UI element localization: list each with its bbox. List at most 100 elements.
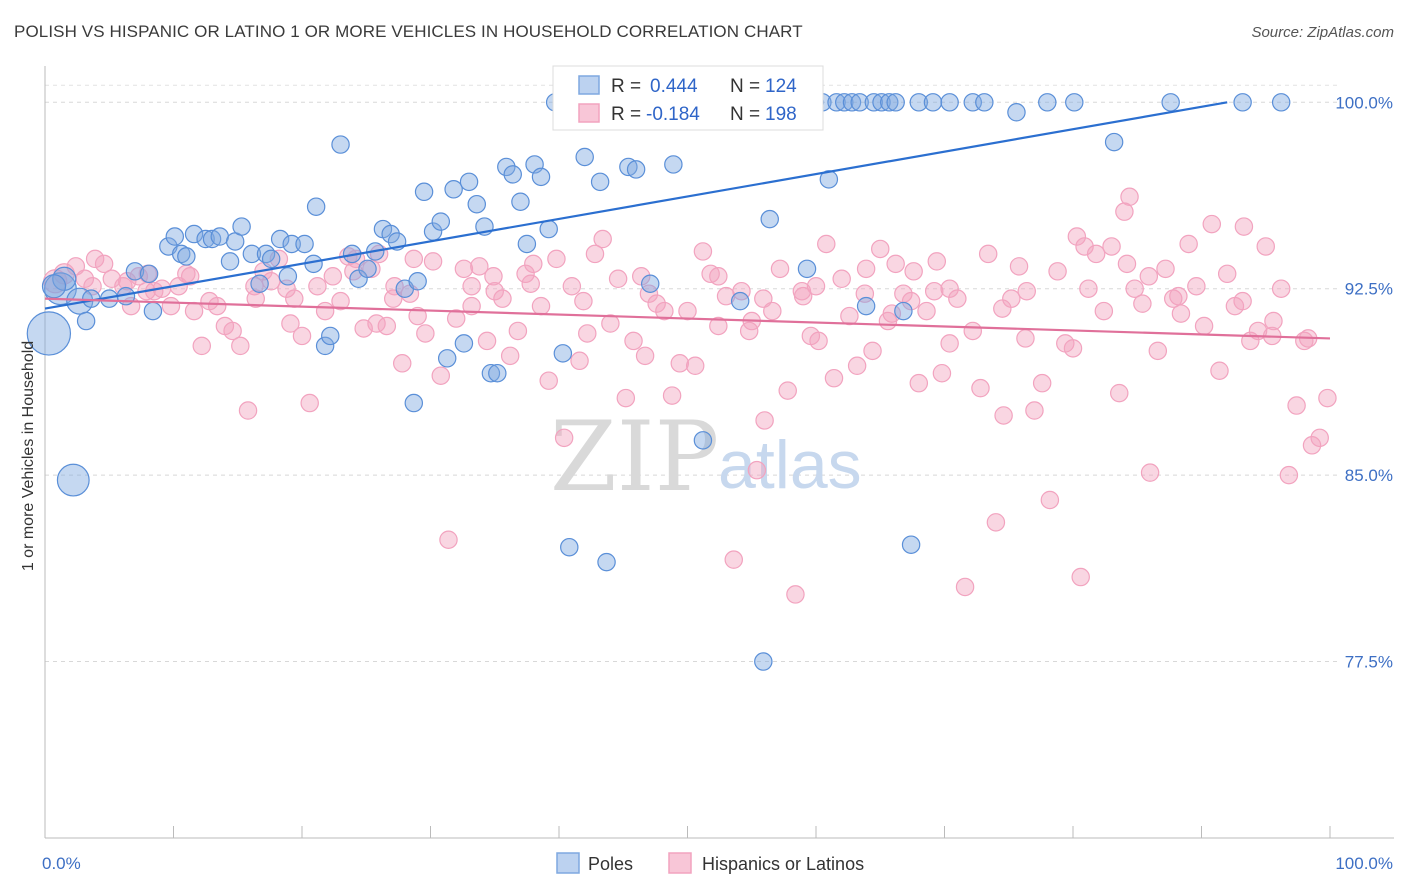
hispanics-point-109 (901, 291, 921, 311)
hispanics-point-49 (439, 530, 458, 549)
hispanics-point-32 (308, 276, 327, 296)
hispanics-point-50 (446, 309, 466, 328)
hispanics-point-140 (1140, 463, 1160, 482)
hispanics-point-99 (824, 368, 844, 388)
poles-point-29 (278, 267, 298, 286)
poles-point-27 (261, 249, 281, 269)
chart-title: POLISH VS HISPANIC OR LATINO 1 OR MORE V… (14, 22, 803, 41)
axes (44, 66, 1394, 839)
bottom-legend: Poles Hispanics or Latinos (556, 852, 864, 874)
hispanics-point-194 (1115, 202, 1134, 221)
poles-point-49 (431, 212, 451, 231)
hispanics-point-19 (207, 296, 227, 316)
hispanics-point-159 (1287, 396, 1306, 415)
poles-point-14 (165, 227, 185, 246)
poles-point-59 (503, 165, 522, 184)
hispanics-point-75 (639, 284, 659, 303)
y-tick-label-0: 100.0% (1335, 93, 1393, 112)
hispanics-point-123 (1009, 257, 1029, 276)
poles-point-125 (1271, 93, 1291, 112)
poles-point-85 (693, 431, 713, 450)
poles-point-1 (56, 463, 90, 497)
trend-lines (44, 101, 1331, 340)
hispanics-point-35 (331, 291, 350, 311)
poles-point-21 (220, 252, 240, 271)
hispanics-bottom-label: Hispanics or Latinos (702, 854, 864, 874)
hispanics-point-118 (971, 378, 990, 398)
tick-labels: 100.0% 92.5% 85.0% 77.5% 0.0% 100.0% (42, 93, 1393, 873)
poles-point-76 (626, 160, 646, 179)
hispanics-point-58 (508, 321, 528, 341)
hispanics-point-63 (547, 249, 566, 269)
hispanics-point-61 (531, 296, 551, 316)
hispanics-point-136 (1110, 383, 1129, 403)
poles-n-value: 124 (765, 76, 797, 97)
poles-point-115 (923, 93, 943, 112)
hispanics-point-132 (1079, 279, 1098, 298)
poles-point-81 (664, 155, 683, 174)
hispanics-point-165 (1139, 267, 1159, 286)
hispanics-n-value: 198 (765, 104, 797, 125)
hispanics-point-172 (882, 304, 902, 323)
hispanics-point-82 (693, 242, 713, 261)
poles-point-63 (531, 167, 551, 187)
hispanics-point-143 (1163, 289, 1183, 308)
hispanics-point-70 (601, 314, 620, 333)
hispanics-point-116 (955, 577, 975, 597)
hispanics-point-105 (871, 239, 890, 259)
poles-bottom-label: Poles (588, 854, 633, 874)
hispanics-point-77 (655, 301, 674, 321)
poles-point-93 (754, 652, 773, 671)
hispanics-point-199 (754, 289, 773, 308)
hispanics-point-22 (231, 336, 250, 356)
hispanics-point-56 (493, 289, 512, 308)
hispanics-point-128 (1048, 262, 1067, 281)
hispanics-point-71 (608, 269, 628, 289)
hispanics-point-121 (994, 406, 1013, 425)
hispanics-point-91 (763, 301, 782, 321)
poles-point-90 (730, 291, 750, 311)
hispanics-point-155 (1256, 237, 1275, 256)
poles-point-103 (827, 93, 846, 112)
hispanics-point-176 (635, 346, 655, 366)
poles-point-105 (842, 93, 862, 112)
poles-point-34 (315, 336, 335, 356)
hispanics-point-72 (616, 388, 636, 408)
hispanics-point-23 (238, 401, 258, 420)
poles-point-5 (41, 274, 67, 299)
hispanics-point-33 (315, 301, 335, 321)
hispanics-point-146 (1187, 276, 1206, 296)
hispanics-point-101 (840, 306, 859, 326)
poles-bottom-swatch (556, 852, 580, 874)
hispanics-bottom-swatch (668, 852, 692, 874)
hispanics-point-107 (886, 254, 905, 274)
poles-point-28 (270, 229, 290, 249)
hispanics-point-92 (770, 259, 790, 279)
hispanics-point-21 (223, 321, 242, 341)
hispanics-point-150 (1217, 264, 1237, 284)
poles-point-57 (488, 363, 507, 383)
x-tick-label-0: 0.0% (42, 854, 81, 873)
poles-legend-swatch (578, 75, 600, 95)
poles-point-121 (1065, 93, 1084, 112)
hispanics-point-16 (184, 301, 204, 321)
poles-point-112 (894, 301, 913, 321)
poles-point-46 (408, 272, 427, 291)
hispanics-point-30 (292, 326, 312, 346)
hispanics-points (43, 187, 1337, 604)
hispanics-point-17 (192, 336, 212, 356)
hispanics-point-62 (539, 371, 558, 390)
hispanics-point-104 (863, 341, 882, 361)
hispanics-point-52 (462, 276, 481, 296)
hispanics-point-185 (281, 314, 300, 333)
y-tick-label-2: 85.0% (1345, 466, 1393, 485)
hispanics-point-102 (847, 356, 867, 376)
poles-point-104 (835, 93, 854, 112)
hispanics-point-5 (94, 254, 114, 274)
hispanics-r-value: -0.184 (646, 104, 700, 125)
poles-point-66 (553, 344, 573, 363)
hispanics-point-183 (367, 314, 386, 333)
hispanics-point-114 (940, 334, 959, 353)
hispanics-point-39 (362, 259, 381, 279)
